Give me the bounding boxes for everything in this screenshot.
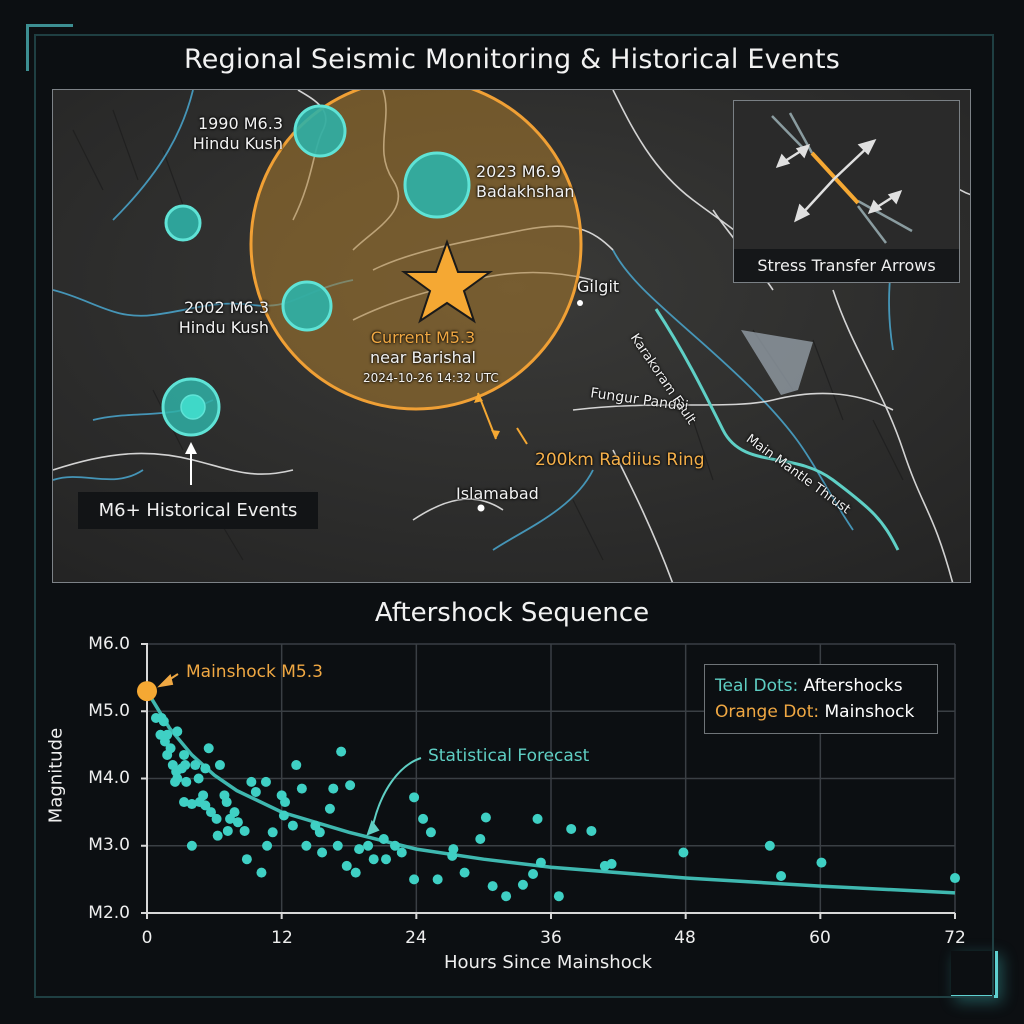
glacier (741, 330, 813, 395)
x-tick: 0 (141, 928, 153, 948)
x-tick: 24 (405, 928, 427, 948)
seismic-map[interactable]: 1990 M6.3 Hindu Kush 2023 M6.9 Badakhsha… (52, 89, 971, 583)
up-arrow-icon (185, 442, 197, 454)
historical-event-markers (161, 104, 471, 437)
frame-corner-accent (26, 24, 73, 71)
stress-transfer-inset: Stress Transfer Arrows (733, 100, 960, 283)
legend-key: Orange Dot: (715, 702, 820, 722)
page-title: Regional Seismic Monitoring & Historical… (183, 44, 841, 75)
x-axis-label: Hours Since Mainshock (443, 952, 653, 973)
x-tick: 36 (540, 928, 562, 948)
mainshock-arrow-icon (157, 673, 179, 688)
event-year: 2002 M6.3 (183, 298, 269, 317)
forecast-curve (145, 690, 956, 895)
y-tick: M6.0 (88, 634, 130, 654)
mainshock-annotation: Mainshock M5.3 (186, 662, 323, 682)
inset-caption: Stress Transfer Arrows (734, 249, 959, 282)
radius-ring-label: 200km Radiius Ring (535, 450, 705, 470)
legend-item-mainshock: Orange Dot: Mainshock (715, 699, 927, 725)
radius-ring (249, 90, 583, 411)
fault-lines (654, 308, 900, 551)
outer-frame (34, 34, 994, 998)
event-label-2023: 2023 M6.9 Badakhshan (476, 162, 575, 202)
legend-value: Aftershocks (803, 676, 903, 696)
event-year: 1990 M6.3 (197, 114, 283, 133)
event-region: Hindu Kush (192, 134, 283, 153)
x-tick: 72 (944, 928, 966, 948)
chart-title: Aftershock Sequence (374, 598, 650, 628)
event-year: 2023 M6.9 (476, 162, 562, 181)
current-event-magnitude: Current M5.3 (370, 328, 476, 347)
y-tick: M4.0 (88, 768, 130, 788)
current-event-timestamp: 2024-10-26 14:32 UTC (363, 371, 499, 385)
y-tick: M5.0 (88, 701, 130, 721)
chart-legend: Teal Dots: Aftershocks Orange Dot: Mains… (704, 664, 938, 734)
legend-item-aftershocks: Teal Dots: Aftershocks (715, 673, 927, 699)
y-axis-label: Magnitude (45, 727, 67, 824)
epicenter-star-icon (400, 239, 494, 324)
place-label-islamabad: Islamabad (456, 484, 539, 503)
event-label-2002: 2002 M6.3 Hindu Kush (157, 298, 269, 338)
x-tick: 60 (809, 928, 831, 948)
mainshock-point (137, 681, 157, 702)
stress-transfer-arrows-icon (771, 112, 913, 244)
event-label-1990: 1990 M6.3 Hindu Kush (173, 114, 283, 154)
forecast-arrow-icon (366, 757, 422, 836)
city-dot-islamabad (477, 504, 485, 512)
x-tick: 12 (271, 928, 293, 948)
legend-key: Teal Dots: (715, 676, 799, 696)
place-label-gilgit: Gilgit (577, 277, 620, 296)
historical-events-callout: M6+ Historical Events (78, 492, 318, 529)
event-region: Badakhshan (476, 182, 575, 201)
current-event-label: Current M5.3 near Barishal 2024-10-26 14… (363, 328, 499, 388)
y-tick: M2.0 (88, 903, 130, 923)
current-event-location: near Barishal (370, 348, 476, 367)
y-tick: M3.0 (88, 835, 130, 855)
event-region: Hindu Kush (178, 318, 269, 337)
aftershock-points (150, 712, 960, 902)
legend-value: Mainshock (824, 702, 915, 722)
x-tick: 48 (674, 928, 696, 948)
forecast-annotation: Statistical Forecast (428, 746, 590, 766)
city-dot-gilgit (577, 300, 583, 306)
